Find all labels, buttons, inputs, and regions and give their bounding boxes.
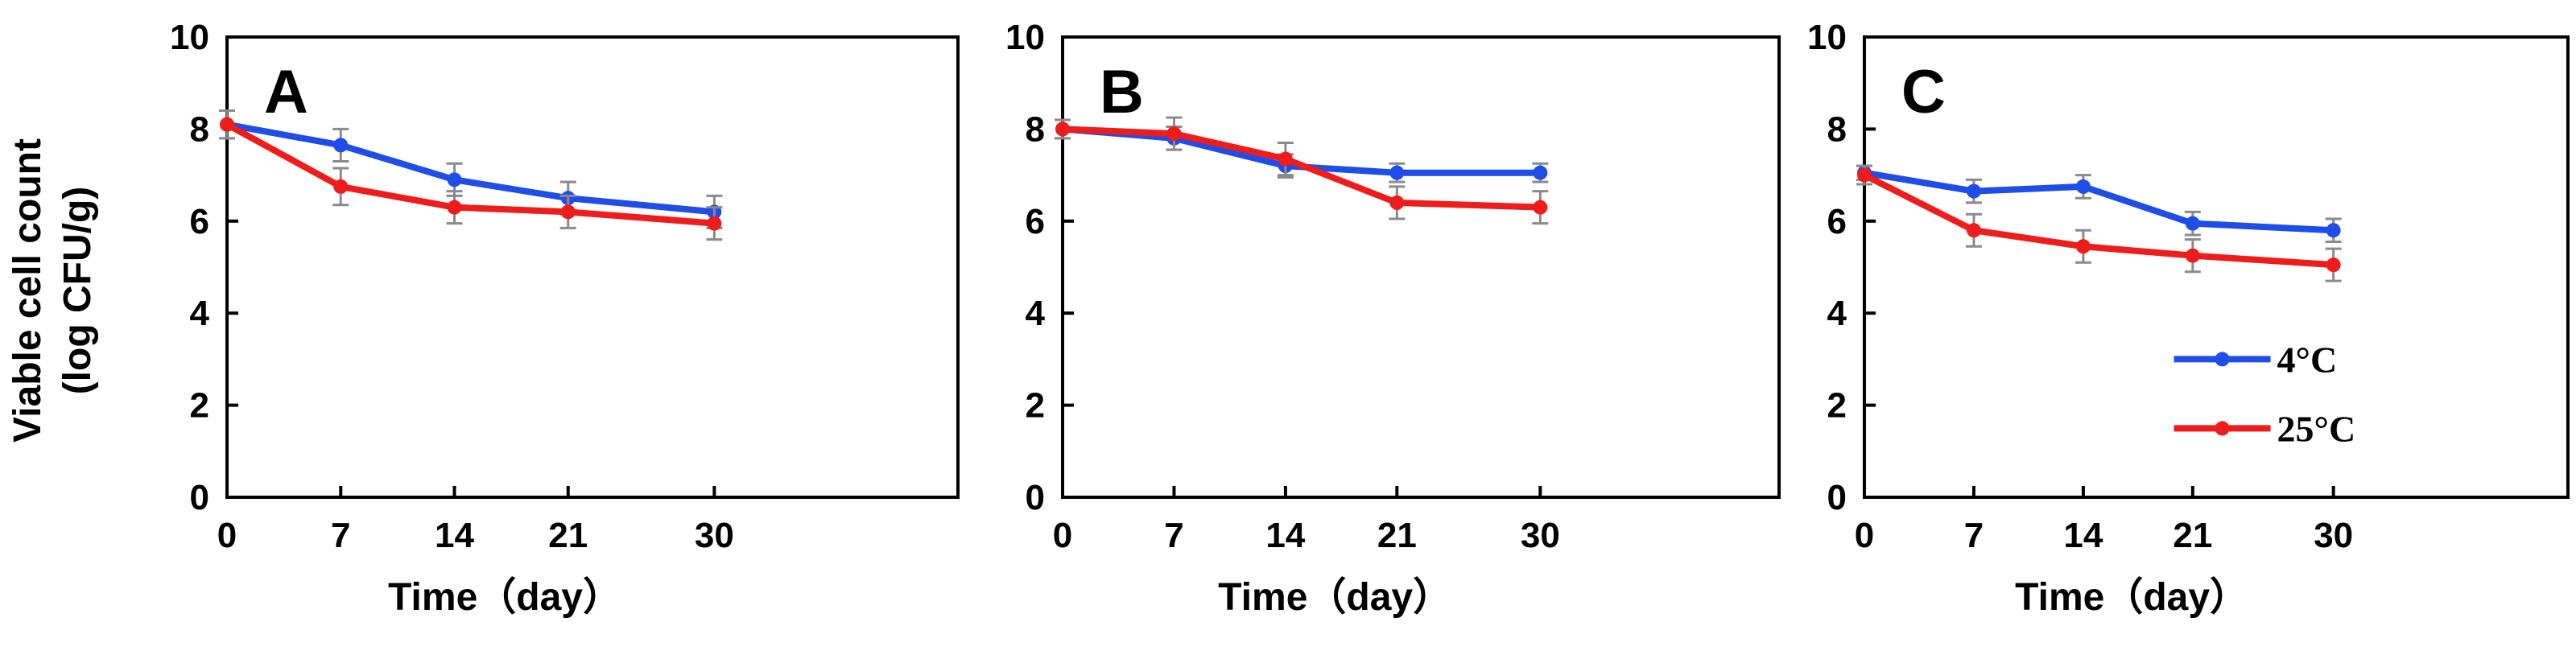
panel-b-y-tick-label: 6	[1026, 202, 1045, 241]
legend-swatch-marker	[2215, 421, 2230, 436]
panel-c-y-tick-label: 4	[1827, 294, 1847, 333]
panel-b-y-tick-label: 10	[1005, 18, 1045, 57]
panel-c-series-25c-point	[2326, 257, 2341, 273]
panel-b-y-tick-label: 8	[1026, 109, 1045, 149]
panel-b-series-25c-point	[1166, 126, 1182, 142]
panel-b-series-4c-point	[1533, 165, 1548, 180]
panel-a-x-tick-label: 14	[435, 516, 474, 555]
panel-b-letter: B	[1100, 58, 1144, 126]
panel-c-x-tick-label: 14	[2063, 516, 2103, 555]
panel-c-x-tick-label: 0	[1855, 516, 1874, 555]
panel-a-series-25c-point	[707, 216, 722, 231]
panel-a-y-tick-label: 8	[190, 109, 209, 149]
panel-c-letter: C	[1901, 58, 1946, 126]
panel-b-series-25c-point	[1055, 121, 1070, 137]
panel-a-y-tick-label: 2	[190, 386, 209, 426]
panel-c-y-tick-label: 2	[1827, 386, 1847, 426]
panel-c-series-25c-point	[1857, 167, 1872, 183]
legend-swatch-marker	[2215, 352, 2230, 367]
panel-b-x-tick-label: 30	[1521, 516, 1560, 555]
panel-c-series-25c-point	[1966, 223, 1981, 238]
panel-a-x-axis-title: Time（day）	[388, 576, 621, 619]
panel-c-series-4c-point	[1966, 183, 1981, 199]
panel-a-series-25c-point	[560, 204, 576, 220]
panel-b-series-25c-point	[1389, 195, 1405, 210]
panel-b-x-tick-label: 14	[1265, 516, 1305, 555]
panel-a-series-4c-point	[447, 172, 462, 187]
legend-label: 4°C	[2277, 339, 2338, 380]
panel-b-y-tick-label: 0	[1026, 478, 1045, 517]
panel-a-series-4c-point	[333, 138, 349, 153]
panel-a-y-tick-label: 0	[190, 478, 209, 517]
y-axis-title-line2: (log CFU/g)	[56, 187, 99, 395]
panel-a-y-tick-label: 10	[170, 18, 209, 57]
panel-c-y-tick-label: 8	[1827, 109, 1847, 149]
panel-c-series-4c-point	[2185, 216, 2200, 231]
panel-b-y-tick-label: 4	[1026, 294, 1046, 333]
panel-b-y-tick-label: 2	[1026, 386, 1045, 426]
panel-c-x-tick-label: 7	[1964, 516, 1984, 555]
panel-c-y-tick-label: 10	[1807, 18, 1847, 57]
panel-b-series-25c-point	[1278, 151, 1293, 167]
panel-a-y-tick-label: 4	[190, 294, 210, 333]
panel-a-letter: A	[264, 58, 308, 126]
panel-b-x-tick-label: 7	[1164, 516, 1183, 555]
legend-label: 25°C	[2277, 408, 2356, 449]
panel-b-series-4c-point	[1389, 165, 1405, 180]
panel-b-x-tick-label: 0	[1053, 516, 1072, 555]
panel-a-series-25c-point	[447, 200, 462, 215]
panel-a-y-tick-label: 6	[190, 202, 209, 241]
panel-c-series-4c-point	[2075, 179, 2091, 194]
panel-a-series-25c-point	[333, 179, 349, 194]
panel-a-x-tick-label: 7	[331, 516, 350, 555]
panel-c-frame	[1863, 35, 2570, 499]
y-axis-title-line1: Viable cell count	[6, 138, 49, 443]
panel-a-frame	[225, 35, 960, 499]
panel-c-series-25c-point	[2075, 239, 2091, 254]
panel-a-x-tick-label: 30	[695, 516, 734, 555]
panel-b-frame	[1061, 35, 1781, 499]
panel-b-x-tick-label: 21	[1377, 516, 1417, 555]
panel-c-series-25c-point	[2185, 248, 2200, 263]
panel-c-y-tick-label: 0	[1827, 478, 1847, 517]
panel-c-y-tick-label: 6	[1827, 202, 1847, 241]
panel-c-x-tick-label: 30	[2314, 516, 2353, 555]
panel-c-series-4c-point	[2326, 223, 2341, 238]
panel-b-x-axis-title: Time（day）	[1218, 576, 1451, 619]
panel-c-x-axis-title: Time（day）	[2015, 576, 2248, 619]
panel-a-x-tick-label: 0	[217, 516, 237, 555]
panel-c-x-tick-label: 21	[2173, 516, 2212, 555]
panel-a-x-tick-label: 21	[548, 516, 588, 555]
panel-a-series-25c-point	[220, 117, 234, 132]
panel-b-series-25c-point	[1533, 200, 1548, 215]
